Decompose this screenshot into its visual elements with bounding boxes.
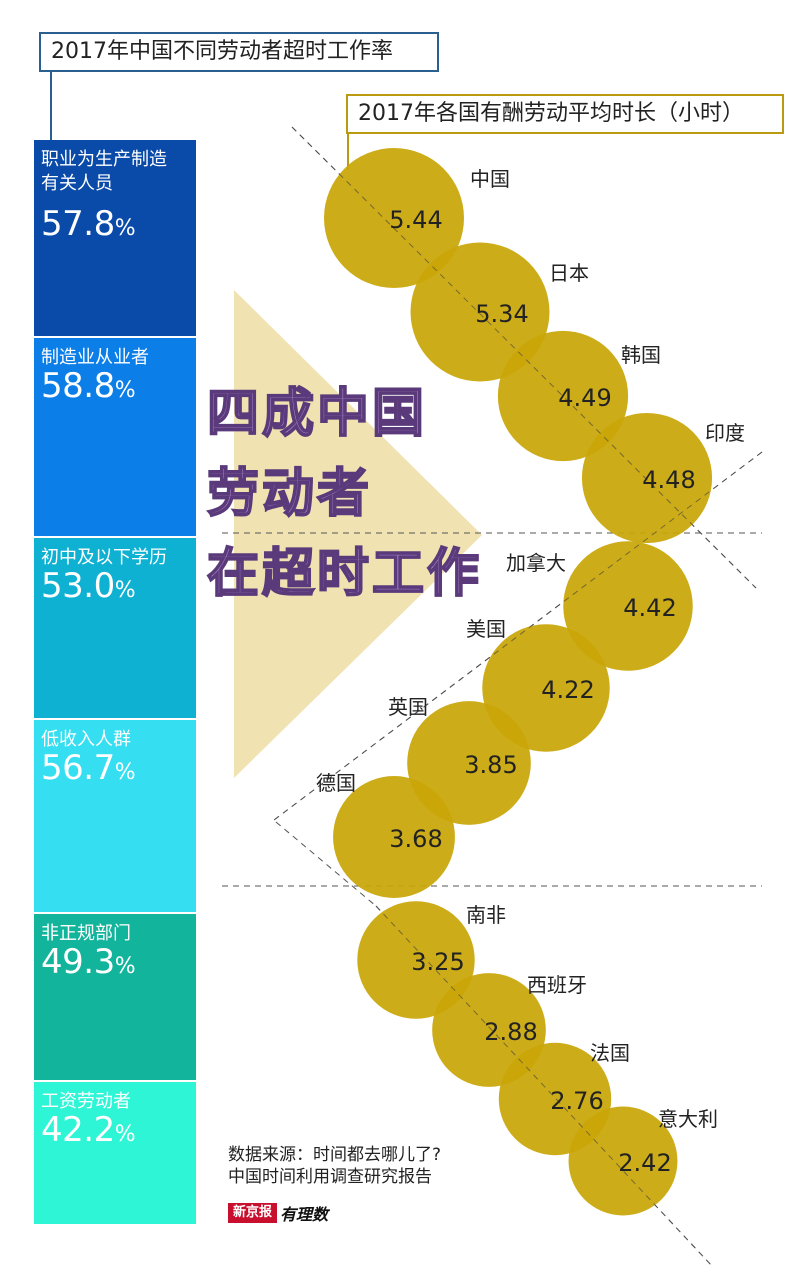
segment-value: 57.8%	[41, 204, 136, 244]
segment-2: 制造业从业者 58.8%	[34, 338, 196, 536]
segment-label: 初中及以下学历	[41, 547, 167, 568]
value-label-日本: 5.34	[475, 300, 528, 328]
country-label-印度: 印度	[705, 421, 745, 445]
segment-value: 49.3%	[41, 942, 136, 982]
segment-3: 初中及以下学历 53.0%	[34, 538, 196, 718]
value-label-法国: 2.76	[550, 1087, 603, 1115]
country-label-日本: 日本	[549, 261, 589, 285]
bubble-中国	[324, 148, 464, 288]
left-title-leader	[50, 70, 52, 140]
segment-4: 低收入人群 56.7%	[34, 720, 196, 912]
bubble-印度	[581, 412, 713, 544]
arrow-triangle	[234, 290, 482, 778]
segment-1: 职业为生产制造 有关人员 57.8%	[34, 140, 196, 336]
source-line-1: 数据来源：时间都去哪儿了?	[228, 1145, 442, 1165]
value-label-印度: 4.48	[642, 466, 695, 494]
slogan-line-1: 四成中国	[206, 383, 428, 445]
segment-value: 42.2%	[41, 1110, 136, 1150]
segment-value: 53.0%	[41, 566, 136, 606]
value-label-韩国: 4.49	[558, 384, 611, 412]
value-label-中国: 5.44	[389, 206, 442, 234]
bubble-德国	[333, 776, 455, 898]
publisher-logo: 新京报 有理数	[228, 1203, 329, 1224]
country-label-韩国: 韩国	[621, 343, 661, 367]
country-label-英国: 英国	[388, 695, 428, 719]
country-label-法国: 法国	[590, 1041, 630, 1065]
logo-column: 有理数	[280, 1205, 329, 1224]
slogan-line-3: 在超时工作	[206, 543, 483, 605]
guide-diagonal-2-overlay	[273, 451, 763, 821]
segment-label: 低收入人群	[41, 729, 131, 750]
segment-5: 非正规部门 49.3%	[34, 914, 196, 1080]
slogan-line-2: 劳动者	[206, 463, 373, 525]
bubble-日本	[410, 242, 550, 382]
country-label-中国: 中国	[470, 167, 510, 191]
value-label-英国: 3.85	[464, 751, 517, 779]
segment-value: 58.8%	[41, 366, 136, 406]
country-label-南非: 南非	[466, 903, 506, 927]
value-label-加拿大: 4.42	[623, 594, 676, 622]
source-line-2: 中国时间利用调查研究报告	[228, 1167, 432, 1187]
country-label-西班牙: 西班牙	[527, 973, 587, 997]
bubble-美国	[482, 624, 610, 752]
bubble-南非	[357, 901, 475, 1019]
country-label-意大利: 意大利	[658, 1107, 718, 1131]
chart-title-leader	[347, 132, 349, 170]
value-label-美国: 4.22	[541, 676, 594, 704]
value-label-意大利: 2.42	[618, 1149, 671, 1177]
source-note: 数据来源：时间都去哪儿了? 中国时间利用调查研究报告	[228, 1144, 441, 1188]
segment-label: 工资劳动者	[41, 1091, 131, 1112]
value-label-德国: 3.68	[389, 825, 442, 853]
left-title: 2017年中国不同劳动者超时工作率	[39, 32, 439, 72]
guide-diagonal-4-overlay	[375, 905, 713, 1267]
value-label-西班牙: 2.88	[484, 1018, 537, 1046]
segment-label: 职业为生产制造 有关人员	[41, 149, 167, 194]
segment-6: 工资劳动者 42.2%	[34, 1082, 196, 1224]
segment-value: 56.7%	[41, 748, 136, 788]
value-label-南非: 3.25	[411, 948, 464, 976]
segment-label: 非正规部门	[41, 923, 131, 944]
segment-label: 制造业从业者	[41, 347, 149, 368]
logo-brand: 新京报	[228, 1203, 278, 1223]
chart-title: 2017年各国有酬劳动平均时长（小时）	[346, 94, 784, 134]
bubble-英国	[407, 701, 531, 825]
country-label-加拿大: 加拿大	[506, 551, 566, 575]
country-label-美国: 美国	[466, 617, 506, 641]
bubble-加拿大	[563, 541, 693, 671]
bubble-意大利	[568, 1106, 678, 1216]
country-label-德国: 德国	[316, 771, 356, 795]
